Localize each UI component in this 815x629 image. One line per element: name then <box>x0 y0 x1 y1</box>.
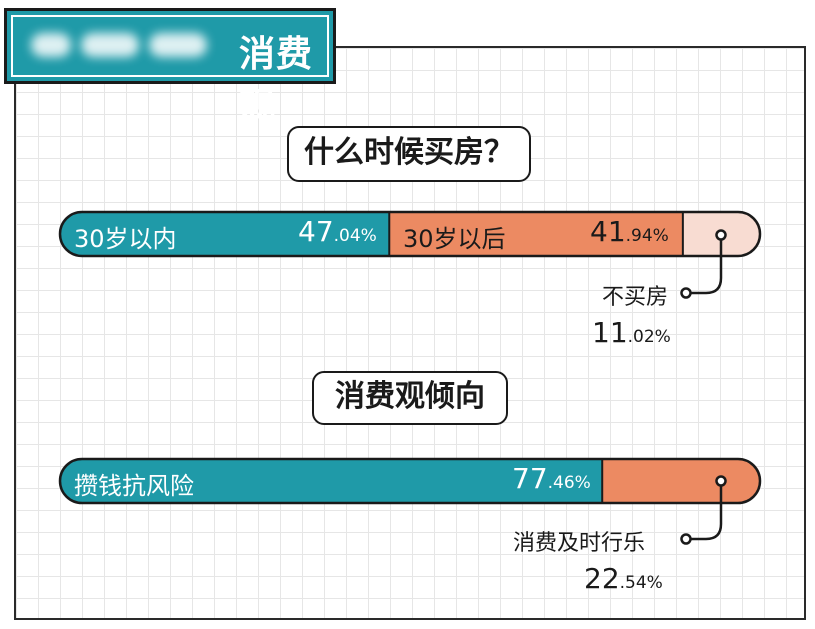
leader-dot <box>715 229 727 241</box>
segment-label-save-money: 攒钱抗风险 <box>74 472 194 500</box>
segment-pct-no-house: 11.02% <box>592 316 671 349</box>
bar-segment-spend-now <box>602 459 760 503</box>
segment-label-within-30: 30岁以内 <box>74 225 177 253</box>
segment-label-spend-now: 消费及时行乐 <box>513 531 646 556</box>
leader-dot <box>680 287 692 299</box>
bar-segment-save-money <box>60 459 603 503</box>
blurred-header-text <box>31 29 209 61</box>
leader-dot <box>715 475 727 487</box>
segment-pct-save-money: 77.46% <box>512 462 591 495</box>
leader-line-spend-now <box>690 481 723 541</box>
bar-outline <box>58 457 762 505</box>
segment-pct-after-30: 41.94% <box>590 215 669 248</box>
bar-segment-within-30 <box>60 212 390 256</box>
bar-segment-after-30 <box>389 212 684 256</box>
header-tab: 消费观 <box>4 8 336 127</box>
segment-label-no-house: 不买房 <box>602 285 669 310</box>
segment-pct-spend-now: 22.54% <box>584 562 663 595</box>
chart1-title-box: 什么时候买房？ <box>287 126 531 182</box>
segment-label-after-30: 30岁以后 <box>403 225 506 253</box>
chart1-title: 什么时候买房？ <box>304 135 514 170</box>
leader-dot <box>680 533 692 545</box>
bar-outline <box>58 210 762 258</box>
header-title: 消费观 <box>239 34 314 127</box>
leader-line-no-house <box>690 235 723 295</box>
chart2-title: 消费观倾向 <box>335 379 485 414</box>
chart2-title-box: 消费观倾向 <box>312 371 508 425</box>
segment-pct-within-30: 47.04% <box>298 215 377 248</box>
